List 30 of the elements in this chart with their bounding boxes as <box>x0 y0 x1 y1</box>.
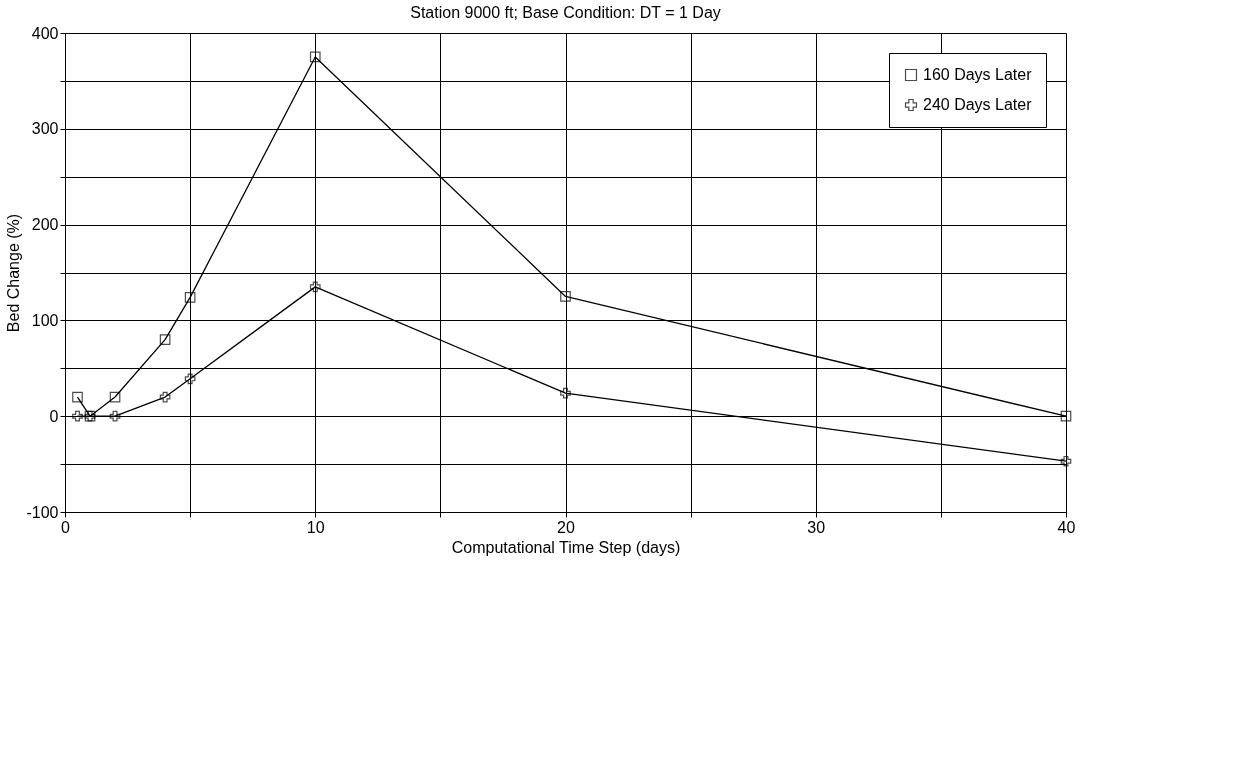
x-tick-label: 20 <box>557 518 575 536</box>
x-tick-label: 10 <box>306 518 325 536</box>
x-tick-label: 40 <box>1057 518 1076 536</box>
y-tick-label: 100 <box>31 311 59 329</box>
y-axis-title: Bed Change (%) <box>5 213 23 333</box>
point <box>560 387 571 399</box>
legend-label: 160 Days Later <box>923 66 1033 83</box>
y-tick-label: 0 <box>49 407 59 425</box>
y-tick-label: 200 <box>31 216 59 234</box>
point <box>309 281 321 293</box>
point <box>159 391 171 403</box>
point <box>72 391 83 403</box>
point <box>1060 455 1072 467</box>
y-tick-label: 300 <box>31 120 59 138</box>
chart-title: Station 9000 ft; Base Condition: DT = 1 Day <box>410 4 721 21</box>
point <box>109 391 121 403</box>
point <box>184 373 196 385</box>
point <box>560 291 571 302</box>
point <box>1060 410 1072 422</box>
x-axis-title: Computational Time Step (days) <box>451 538 681 556</box>
point <box>309 51 321 63</box>
y-tick-label: 400 <box>31 24 59 42</box>
x-tick-label: 0 <box>61 518 71 536</box>
legend-label: 240 Days Later <box>923 96 1033 113</box>
y-tick-label: -100 <box>26 503 59 521</box>
point <box>159 334 171 345</box>
point <box>72 410 83 422</box>
x-tick-label: 30 <box>807 518 826 536</box>
point <box>109 410 121 422</box>
point <box>184 292 196 303</box>
